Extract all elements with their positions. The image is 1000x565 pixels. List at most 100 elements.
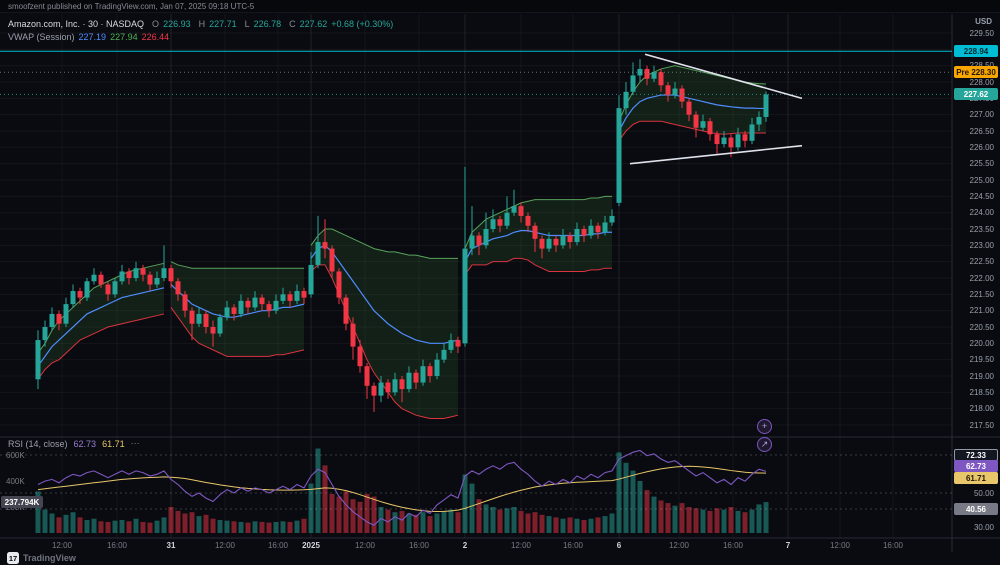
volume-bar: [602, 516, 608, 533]
rsi-ma-value: 61.71: [102, 438, 125, 449]
volume-bar: [91, 518, 97, 533]
vwap-band-fill: [38, 263, 164, 380]
candle-body: [280, 294, 286, 301]
time-axis-label: 12:00: [829, 541, 851, 550]
price-axis-tick: 223.00: [969, 240, 994, 250]
volume-bar: [399, 510, 405, 533]
candle-body: [630, 75, 636, 92]
volume-bar: [259, 521, 265, 533]
logo-glyph: 17: [9, 554, 17, 563]
candle-body: [301, 291, 307, 298]
volume-bar: [119, 520, 125, 533]
volume-bar: [497, 509, 503, 533]
vwap-line: [618, 94, 766, 132]
volume-bar: [588, 518, 594, 533]
candle-body: [224, 307, 230, 318]
vwap-lower-band-line: [170, 307, 305, 357]
volume-bar: [546, 516, 552, 533]
rsi-line: [37, 449, 767, 526]
candle-body: [658, 72, 664, 86]
price-axis-tick: 225.00: [969, 175, 994, 185]
volume-bar: [238, 521, 244, 533]
rsi-legend-menu-icon[interactable]: ⋯: [130, 438, 141, 448]
volume-bar: [644, 490, 650, 533]
candle-body: [175, 281, 181, 295]
rsi-label[interactable]: RSI (14, close): [8, 438, 68, 449]
candle-body: [714, 134, 720, 145]
logo-background: [7, 552, 19, 564]
candle-body: [203, 313, 209, 328]
volume-bar: [203, 514, 209, 533]
reaction-button-top[interactable]: +: [757, 419, 772, 434]
candle-body: [560, 235, 566, 246]
price-axis-tick: 225.50: [969, 159, 994, 169]
price-axis-tick: 221.50: [969, 289, 994, 299]
candle-body: [532, 225, 538, 239]
close-value: 227.62: [299, 18, 328, 29]
price-axis-tick: 217.50: [969, 420, 994, 430]
volume-bar: [224, 520, 230, 533]
volume-bar: [77, 517, 83, 533]
time-axis-label: 31: [166, 541, 176, 550]
vwap-upper-band-line: [464, 195, 612, 249]
symbol-title[interactable]: Amazon.com, Inc. · 30 · NASDAQ: [8, 18, 145, 29]
volume-bar: [574, 518, 580, 533]
candle-body: [476, 235, 482, 246]
volume-bar: [714, 508, 720, 533]
volume-bar: [98, 521, 104, 533]
candle-body: [35, 340, 41, 380]
time-axis-label: 16:00: [267, 541, 289, 550]
vwap-legend-row: VWAP (Session) 227.19 227.94 226.44: [8, 30, 393, 43]
volume-bar: [560, 518, 566, 533]
candle-body: [133, 268, 139, 279]
candle-body: [749, 124, 755, 141]
candle-body: [168, 268, 174, 282]
volume-bar: [112, 520, 118, 533]
rsi-value: 62.73: [73, 438, 97, 449]
brand-name: TradingView: [23, 553, 76, 563]
candle-body: [308, 264, 314, 295]
volume-bar: [336, 496, 342, 533]
level-price-badge: 228.94: [954, 45, 998, 58]
candle-body: [266, 304, 272, 311]
time-axis-label: 2: [462, 541, 468, 550]
candle-body: [455, 340, 461, 347]
volume-bar: [161, 517, 167, 533]
currency-label[interactable]: USD: [975, 17, 992, 26]
candle-body: [182, 294, 188, 311]
time-axis-label: 16:00: [882, 541, 904, 550]
volume-bar: [469, 483, 475, 533]
open-label: O: [152, 18, 160, 29]
candle-body: [42, 327, 48, 341]
volume-bar: [210, 518, 216, 533]
price-axis-tick: 224.00: [969, 208, 994, 218]
candle-body: [721, 137, 727, 145]
price-axis-tick: 226.00: [969, 142, 994, 152]
candle-body: [609, 215, 615, 223]
candle-body: [497, 219, 503, 226]
volume-bar: [595, 517, 601, 533]
volume-bar: [133, 518, 139, 533]
rsi-legend: RSI (14, close) 62.73 61.71 ⋯: [8, 438, 141, 449]
high-value: 227.71: [209, 18, 237, 29]
tradingview-watermark[interactable]: 17 TradingView: [7, 552, 76, 564]
price-axis-tick: 222.00: [969, 273, 994, 283]
time-axis-label: 16:00: [722, 541, 744, 550]
candle-body: [672, 88, 678, 96]
vwap-band-fill: [465, 196, 612, 275]
reaction-button-bottom[interactable]: ↗: [757, 437, 772, 452]
high-label: H: [198, 18, 206, 29]
time-axis-label: 16:00: [408, 541, 430, 550]
volume-bar: [665, 503, 671, 533]
candle-body: [742, 134, 748, 141]
candle-body: [420, 366, 426, 383]
price-axis-tick: 218.50: [969, 387, 994, 397]
vwap-label[interactable]: VWAP (Session): [8, 31, 75, 42]
volume-bar: [756, 504, 762, 533]
volume-bar: [609, 513, 615, 533]
candle-body: [623, 91, 629, 109]
candle-body: [154, 278, 160, 285]
candle-body: [56, 313, 62, 324]
vwap-upper-value: 227.94: [110, 31, 138, 42]
